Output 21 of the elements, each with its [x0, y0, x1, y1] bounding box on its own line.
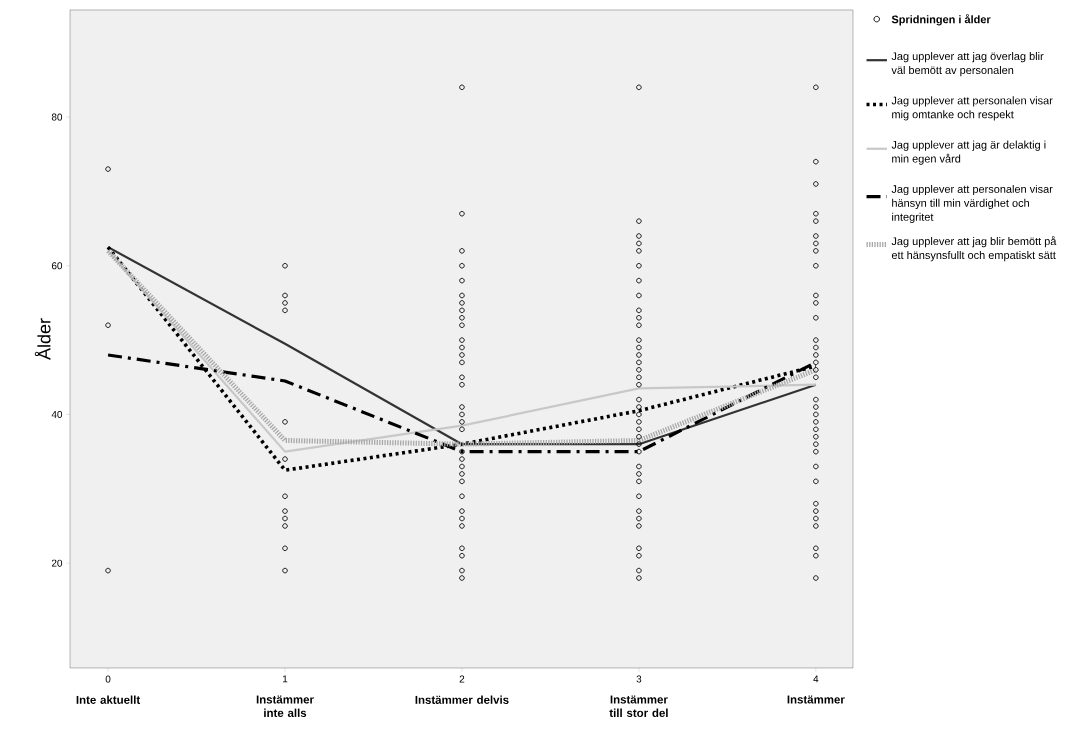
x-tick-label: 0 — [105, 675, 111, 683]
text: Instämmer delvis — [415, 695, 509, 704]
legend-label: Spridningen i ålder — [891, 14, 991, 26]
x-tick-label: 3 — [636, 675, 642, 683]
x-tick-label: 2 — [459, 675, 465, 683]
text: Instämmer — [787, 695, 845, 704]
y-tick-label: 40 — [51, 410, 63, 418]
legend-label: Jag upplever att jag är delaktig i min egen vård — [891, 140, 1046, 165]
text: Instämmer inte alls — [256, 695, 314, 717]
legend-label: Jag upplever att personalen visar mig omtanke och respekt — [891, 96, 1053, 121]
x-tick-label: 4 — [813, 675, 819, 683]
legend-label: Jag upplever att personalen visar hänsyn till min värdighet och integritet — [891, 184, 1053, 224]
legend-label: Jag upplever att jag blir bemött på ett hänsynsfullt och empatiskt sätt — [891, 236, 1057, 262]
y-tick-label: 60 — [51, 262, 63, 270]
legend-label: Jag upplever att jag överlag blir väl bemött av personalen — [891, 52, 1044, 77]
y-tick-label: 80 — [51, 113, 63, 121]
text: Inte aktuellt — [76, 695, 141, 704]
text: Instämmer till stor del — [609, 695, 668, 717]
y-axis-title: Ålder — [34, 318, 51, 360]
y-tick-label: 20 — [51, 559, 63, 567]
x-tick-label: 1 — [283, 675, 288, 683]
